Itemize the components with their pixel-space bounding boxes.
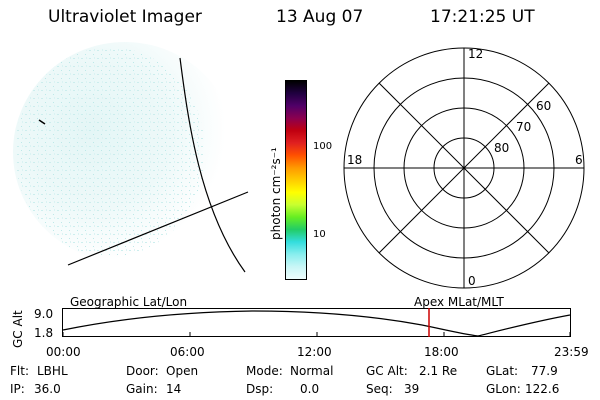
flt-label: Flt: <box>10 364 29 378</box>
geographic-label: Geographic Lat/Lon <box>70 295 188 309</box>
ip-label: IP: <box>10 382 25 396</box>
mode-value: Normal <box>290 364 334 378</box>
earth-speckle <box>15 47 205 257</box>
terminator-arc <box>179 57 246 273</box>
altitude-curve <box>62 310 571 337</box>
seq-label: Seq: <box>366 382 393 396</box>
gain-value: 14 <box>166 382 182 396</box>
glat-label: GLat: <box>486 364 519 378</box>
colorbar-tick-100: 100 <box>313 141 333 152</box>
mlt-label-18: 18 <box>347 153 362 167</box>
gc-alt-axis-label: GC Alt <box>11 310 25 348</box>
glat-value: 77.9 <box>531 364 558 378</box>
lat-label-80: 80 <box>494 141 509 155</box>
instrument-title: Ultraviolet Imager <box>48 7 202 27</box>
gc-alt-label: GC Alt: <box>366 364 408 378</box>
edge-tick <box>38 119 46 125</box>
colorbar-unit-label: photon cm⁻²s⁻¹ <box>269 147 283 240</box>
lat-label-60: 60 <box>536 99 551 113</box>
x-tick-label-1200: 12:00 <box>297 345 332 359</box>
mode-label: Mode: <box>246 364 283 378</box>
door-value: Open <box>166 364 199 378</box>
gc-alt-value: 2.1 Re <box>419 364 458 378</box>
date-label: 13 Aug 07 <box>276 7 364 27</box>
y-tick-1-8: 1.8 <box>34 326 54 340</box>
colorbar-tick-10: 10 <box>313 229 326 240</box>
x-tick-label-1800: 18:00 <box>424 345 459 359</box>
flt-value: LBHL <box>37 364 68 378</box>
x-tick-label-0000: 00:00 <box>46 345 81 359</box>
glon-value: 122.6 <box>525 382 560 396</box>
mlt-label-12: 12 <box>468 47 483 61</box>
door-label: Door: <box>126 364 159 378</box>
dsp-label: Dsp: <box>246 382 274 396</box>
gain-label: Gain: <box>126 382 158 396</box>
polar-plot: 12 18 6 0 60 70 80 <box>343 47 585 289</box>
lat-label-70: 70 <box>516 120 531 134</box>
mlt-label-6: 6 <box>575 153 583 167</box>
ip-value: 36.0 <box>34 382 61 396</box>
glon-label: GLon: <box>486 382 521 396</box>
orbit-track-line <box>67 191 249 266</box>
time-label: 17:21:25 UT <box>430 7 535 27</box>
orbit-altitude-plot <box>62 308 571 337</box>
seq-value: 39 <box>404 382 420 396</box>
apex-label: Apex MLat/MLT <box>414 295 504 309</box>
colorbar <box>285 80 307 280</box>
y-tick-9: 9.0 <box>34 307 54 321</box>
x-tick-label-0600: 06:00 <box>170 345 205 359</box>
x-tick-label-2359: 23:59 <box>554 345 589 359</box>
dsp-value: 0.0 <box>300 382 320 396</box>
mlt-label-0: 0 <box>468 274 476 288</box>
polar-diagonal-2 <box>378 82 550 254</box>
uv-image-panel <box>13 42 249 273</box>
